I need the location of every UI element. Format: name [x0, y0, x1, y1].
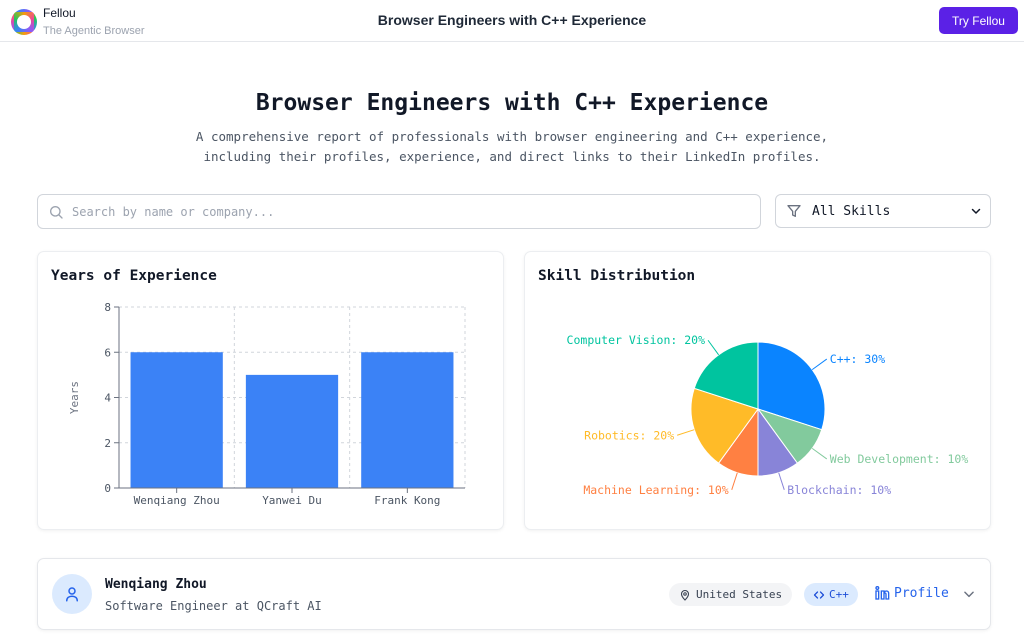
page-subtitle: A comprehensive report of professionals …: [195, 129, 829, 164]
y-axis-label: Years: [68, 381, 81, 414]
page-title: Browser Engineers with C++ Experience: [255, 90, 769, 116]
pie-slice-label: Web Development: 10%: [830, 452, 969, 466]
linkedin-profile-link[interactable]: Profile: [874, 585, 949, 601]
years-experience-chart: 0 2 4 6 8 Wenqiang Zhou Yanwei Du Frank Kong Yea…: [68, 301, 466, 507]
pie-slice-label: Machine Learning: 10%: [583, 483, 728, 497]
pie-label-line: [811, 358, 828, 371]
brand-name: Fellou: [43, 6, 76, 20]
pie-label-line: [778, 472, 785, 490]
profile-link-label: Profile: [894, 585, 949, 601]
skill-distribution-card: Skill Distribution C++: 30% Web Developme…: [524, 251, 991, 530]
engineer-card[interactable]: Wenqiang Zhou Software Engineer at QCraf…: [37, 558, 991, 630]
search-icon: [50, 205, 63, 219]
pie-label-line: [731, 472, 738, 490]
brand[interactable]: Fellou The Agentic Browser: [11, 6, 145, 38]
try-fellou-button[interactable]: Try Fellou: [939, 7, 1018, 34]
avatar: [52, 574, 92, 614]
user-icon: [66, 587, 78, 602]
pie-slice: [690, 387, 759, 464]
y-tick-label: 8: [104, 301, 111, 314]
skill-filter-value: All Skills: [812, 203, 891, 219]
location-text: United States: [696, 588, 783, 601]
top-bar: Fellou The Agentic Browser Browser Engin…: [0, 0, 1024, 42]
filter-icon: [787, 205, 801, 217]
pie-label-line: [677, 429, 695, 436]
bar: [245, 374, 339, 488]
engineer-role: Software Engineer at QCraft AI: [105, 599, 322, 613]
pie-slice: [757, 341, 826, 431]
skill-distribution-chart: C++: 30% Web Development: 10% Blockchain: …: [567, 333, 969, 497]
x-tick-label: Wenqiang Zhou: [134, 494, 220, 507]
years-experience-card: Years of Experience 0 2 4 6 8 Wenqiang Zhou Ya…: [37, 251, 504, 530]
y-tick-label: 0: [104, 482, 111, 495]
brand-tagline: The Agentic Browser: [43, 25, 145, 37]
bar: [361, 352, 454, 488]
y-tick-label: 4: [104, 392, 111, 405]
fellou-logo-icon: [11, 9, 37, 35]
skill-badge: C++: [804, 583, 858, 606]
pie-slice-label: Robotics: 20%: [584, 428, 674, 442]
y-tick-label: 2: [104, 437, 111, 450]
pie-slice-label: Computer Vision: 20%: [567, 333, 706, 347]
search-input[interactable]: [72, 204, 732, 219]
pie-label-line: [707, 339, 720, 356]
pie-chart-title: Skill Distribution: [538, 268, 696, 284]
bar: [130, 352, 223, 488]
engineer-name: Wenqiang Zhou: [105, 577, 207, 592]
pie-slice-label: C++: 30%: [830, 352, 885, 366]
skill-filter-select[interactable]: All Skills: [775, 194, 991, 228]
x-tick-label: Frank Kong: [374, 494, 440, 507]
pie-slice: [693, 341, 759, 410]
linkedin-icon: [875, 586, 890, 600]
skill-text: C++: [829, 588, 849, 601]
top-bar-title: Browser Engineers with C++ Experience: [377, 12, 647, 28]
search-box[interactable]: [37, 194, 761, 229]
bar-chart-title: Years of Experience: [51, 268, 217, 284]
location-badge: United States: [669, 583, 793, 606]
x-tick-label: Yanwei Du: [262, 494, 322, 507]
pie-label-line: [811, 447, 828, 460]
map-pin-icon: [680, 589, 690, 601]
pie-slice-label: Blockchain: 10%: [787, 483, 891, 497]
chevron-down-icon: [971, 208, 981, 214]
expand-chevron-icon[interactable]: [962, 587, 976, 601]
y-tick-label: 6: [104, 346, 111, 359]
code-icon: [813, 590, 825, 599]
